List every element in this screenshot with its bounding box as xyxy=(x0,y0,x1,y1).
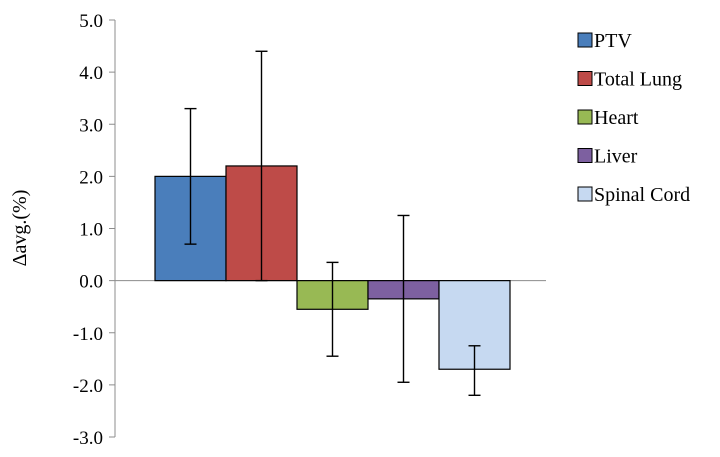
y-tick-label: 2.0 xyxy=(79,167,103,188)
legend-swatch xyxy=(577,32,593,48)
legend-label: Total Lung xyxy=(594,69,682,91)
legend-swatch xyxy=(577,186,593,202)
y-tick-label: 0.0 xyxy=(79,272,103,293)
legend-label: Spinal Cord xyxy=(594,184,690,206)
y-axis-label: Δavg.(%) xyxy=(9,190,31,267)
legend-swatch xyxy=(577,109,593,125)
legend: PTV Total Lung Heart Liver Spinal Cord xyxy=(577,30,690,206)
legend-swatch xyxy=(577,148,593,163)
y-tick-label: 1.0 xyxy=(79,220,103,241)
error-bars-group xyxy=(184,50,481,396)
legend-label: Heart xyxy=(594,107,639,129)
y-tick-label: 4.0 xyxy=(79,63,103,84)
y-axis: 5.0 4.0 3.0 2.0 1.0 0.0 -1.0 -2.0 -3.0 xyxy=(73,11,116,449)
legend-swatch xyxy=(577,71,593,86)
y-tick-label: -1.0 xyxy=(73,324,103,345)
y-tick-label: 5.0 xyxy=(79,11,103,32)
y-tick-label: 3.0 xyxy=(79,115,103,136)
y-tick-label: -2.0 xyxy=(73,376,103,397)
legend-label: Liver xyxy=(594,146,638,168)
legend-label: PTV xyxy=(594,30,632,52)
y-tick-label: -3.0 xyxy=(73,428,103,449)
